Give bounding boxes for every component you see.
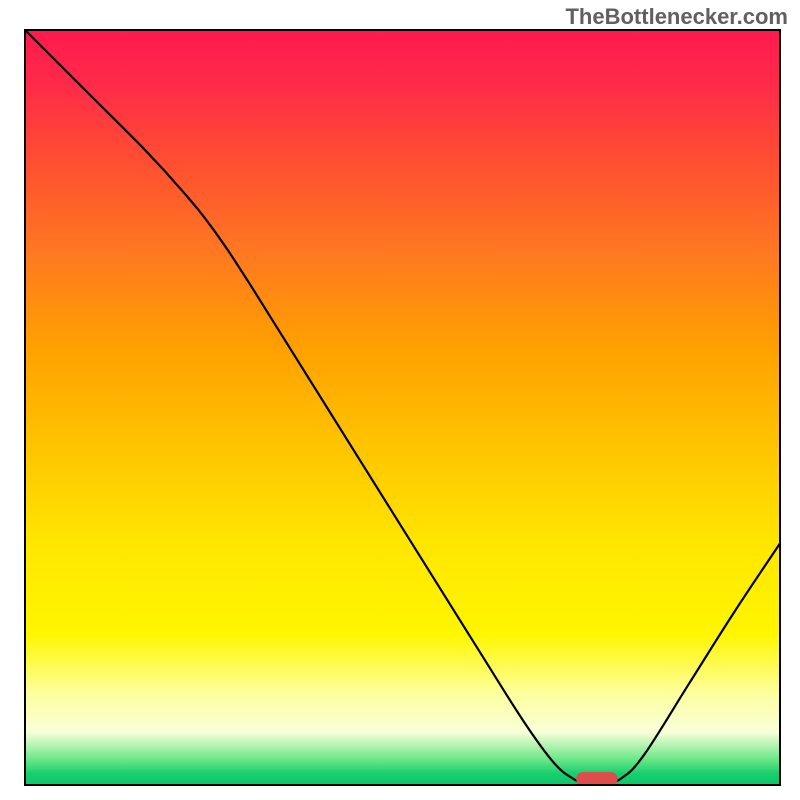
optimal-range-highlight [576,772,618,786]
chart-root: TheBottlenecker.com [0,0,800,800]
bottleneck-chart-svg [0,0,800,800]
